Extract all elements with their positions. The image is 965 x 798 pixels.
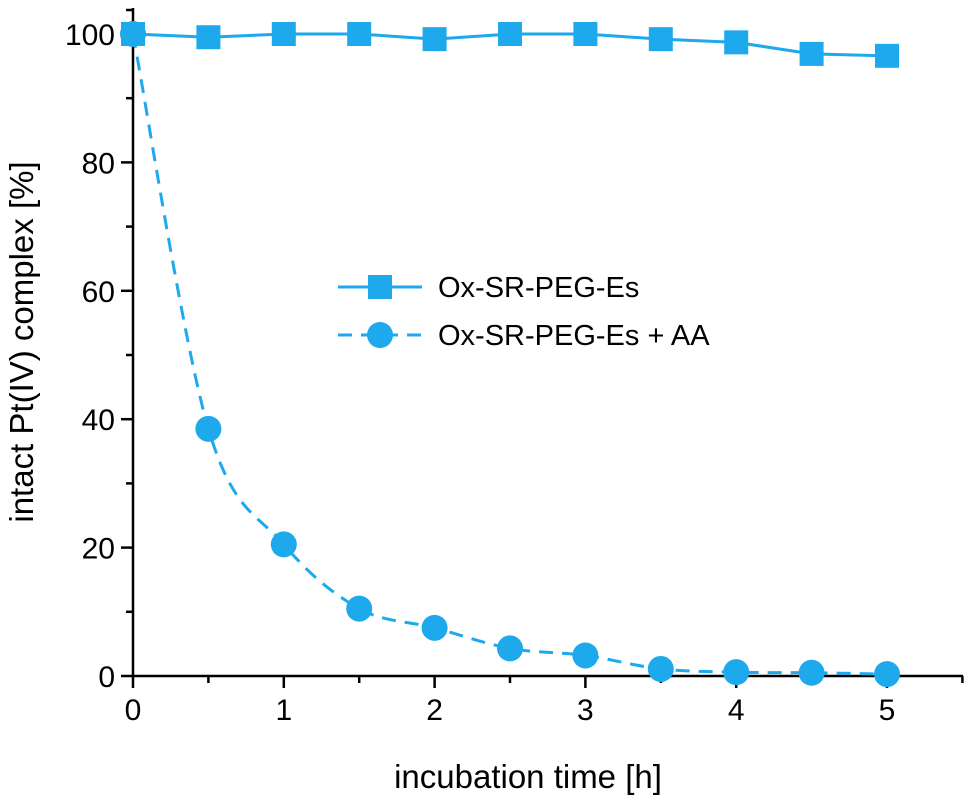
data-point (647, 655, 674, 682)
x-tick-label: 4 (728, 694, 745, 727)
data-point (347, 22, 372, 46)
legend-entry-1: Ox-SR-PEG-Es (338, 272, 639, 304)
data-point (196, 25, 221, 50)
axes: 0 1 2 3 4 5 0 20 40 60 80 100 (65, 8, 964, 727)
legend-entry-2: Ox-SR-PEG-Es + AA (338, 320, 710, 352)
series-2 (120, 21, 900, 688)
series-1 (121, 22, 899, 68)
data-point (723, 659, 750, 686)
data-point (271, 22, 296, 46)
data-point (497, 635, 523, 662)
data-point (875, 43, 899, 68)
x-axis-title: incubation time [h] (394, 758, 662, 795)
y-tick-label: 100 (65, 19, 115, 52)
data-point (421, 614, 448, 641)
x-tick-label: 1 (275, 694, 292, 727)
legend-marker (367, 322, 393, 348)
data-point (799, 41, 824, 66)
data-point (498, 22, 522, 46)
data-point (648, 27, 673, 52)
data-point (195, 415, 222, 442)
legend: Ox-SR-PEG-Es Ox-SR-PEG-Es + AA (338, 272, 710, 352)
y-axis-title: intact Pt(IV) complex [%] (3, 161, 40, 522)
data-point (346, 595, 373, 622)
y-tick-label: 40 (82, 404, 115, 437)
data-point (270, 531, 297, 558)
data-point (573, 22, 598, 46)
y-tick-label: 0 (98, 661, 115, 694)
legend-marker (368, 275, 392, 299)
legend-label: Ox-SR-PEG-Es + AA (438, 320, 710, 352)
y-tick-label: 20 (82, 533, 115, 566)
y-tick-label: 60 (82, 276, 115, 309)
y-tick-label: 80 (82, 147, 115, 180)
x-tick-label: 5 (879, 694, 896, 727)
x-tick-label: 0 (125, 694, 142, 727)
data-point (798, 659, 825, 686)
data-point (572, 642, 599, 669)
data-point (422, 27, 447, 52)
data-point (724, 30, 749, 55)
x-tick-label: 3 (577, 694, 594, 727)
data-point (874, 661, 900, 688)
series-layer (120, 21, 900, 688)
legend-label: Ox-SR-PEG-Es (438, 272, 639, 304)
x-tick-label: 2 (426, 694, 443, 727)
data-point (120, 21, 146, 47)
series-line (131, 33, 888, 676)
